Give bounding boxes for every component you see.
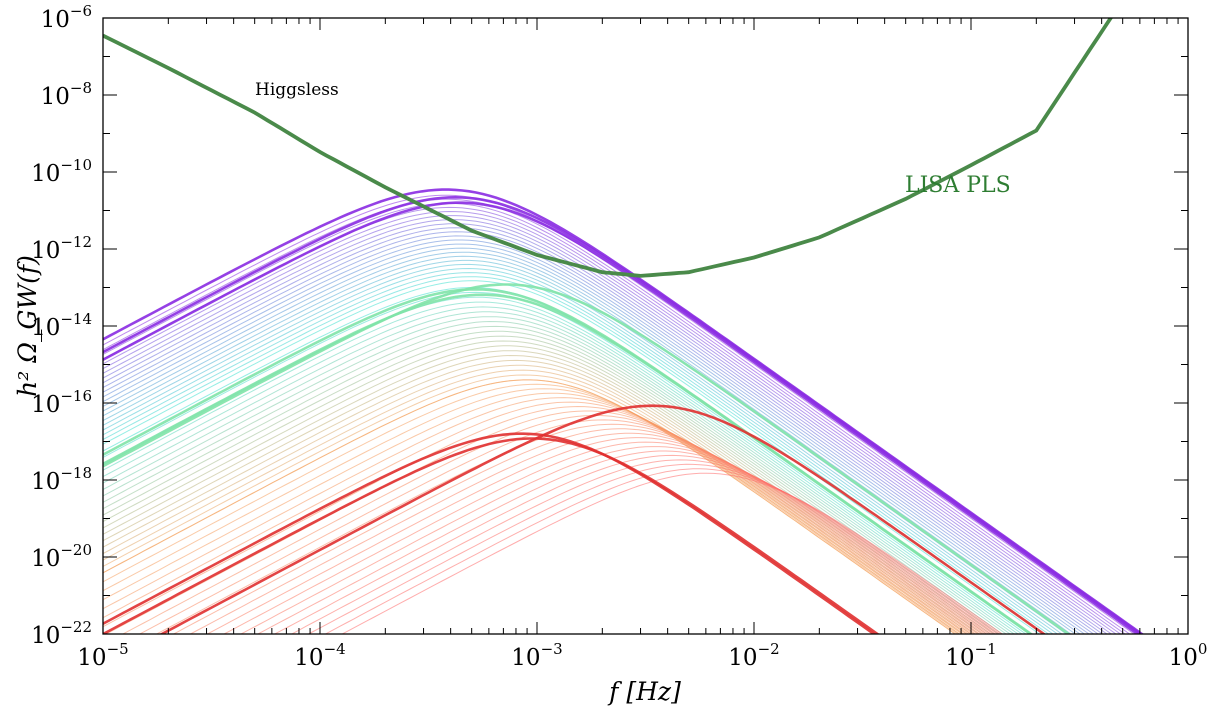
gw-curve-thin-2-21 [341, 472, 1003, 634]
y-tick-label: 10−20 [31, 541, 92, 572]
x-tick-label: 100 [1169, 640, 1208, 671]
gw-curve-thin-2-15 [239, 446, 990, 634]
gw-curve-bold-3 [103, 287, 1034, 634]
gw-curve-thin-1-10 [103, 335, 992, 634]
gw-curve-thin-1-9 [103, 330, 996, 634]
gw-curve-bold-2 [103, 201, 1140, 634]
x-tick-label: 10−1 [945, 640, 996, 671]
gw-curve-thin-2-16 [256, 450, 992, 634]
gw-curve-thin-0-6 [103, 219, 1108, 634]
lisa-pls-curve [103, 18, 1113, 278]
y-tick-label: 10−14 [31, 310, 92, 341]
gw-curve-bold-8 [103, 437, 880, 634]
gw-curve-thin-0-16 [103, 259, 1063, 634]
annotation-lisa-pls: LISA PLS [905, 173, 1011, 198]
ticks-layer [102, 17, 1189, 635]
gw-curve-thin-2-17 [273, 454, 995, 634]
y-tick-label: 10−8 [41, 79, 92, 110]
gw-curve-thin-1-11 [103, 340, 988, 634]
gw-curve-thin-1-6 [103, 316, 1008, 634]
gw-curve-thin-0-9 [103, 231, 1095, 634]
gw-curve-thin-2-5 [103, 401, 968, 634]
gw-curve-bold-4 [103, 283, 1071, 634]
gw-curve-thin-2-9 [138, 419, 977, 634]
gw-curve-thin-0-21 [103, 280, 1041, 634]
gw-curve-thin-2-10 [155, 423, 979, 634]
x-tick-label: 10−4 [294, 640, 345, 671]
gw-curve-thin-2-11 [172, 428, 981, 634]
gw-curve-thin-2-6 [103, 405, 970, 634]
gw-curve-thin-1-7 [103, 320, 1004, 634]
gw-curve-thin-0-0 [103, 194, 1135, 634]
gw-curve-thin-2-13 [206, 437, 986, 634]
gw-curve-thin-0-5 [103, 215, 1113, 634]
y-tick-label: 10−16 [31, 387, 92, 418]
gw-curve-thin-2-20 [324, 468, 1001, 634]
lisa-layer [103, 18, 1113, 278]
gw-curve-thin-1-17 [103, 369, 964, 634]
gw-curve-thin-1-15 [103, 359, 972, 634]
gw-curve-bold-5 [103, 293, 1033, 634]
gw-curve-thin-2-19 [307, 463, 999, 634]
gw-curve-thin-1-13 [103, 350, 980, 634]
plot-frame [102, 17, 1189, 635]
y-tick-label: 10−22 [31, 618, 92, 649]
x-axis-label: f [Hz] [607, 677, 681, 706]
gw-curve-thin-1-3 [103, 301, 1019, 634]
y-tick-label: 10−6 [41, 2, 92, 33]
x-tick-label: 10−2 [728, 640, 779, 671]
gw-curve-bold-6 [159, 404, 1047, 634]
y-tick-label: 10−10 [31, 156, 92, 187]
gw-curve-thin-0-11 [103, 239, 1086, 634]
gw-curve-thin-0-19 [103, 272, 1050, 634]
y-tick-label: 10−18 [31, 464, 92, 495]
gw-curve-thin-0-12 [103, 243, 1081, 634]
gw-curve-thin-0-8 [103, 227, 1099, 634]
gw-curve-thin-2-18 [290, 459, 997, 634]
x-tick-label: 10−5 [77, 640, 128, 671]
annotation-higgsless: Higgsless [255, 80, 339, 100]
gw-curve-thin-2-1 [103, 383, 959, 634]
gw-curve-thin-2-14 [223, 441, 988, 634]
gw-curve-bold-1 [103, 195, 1143, 634]
gw-curve-thin-2-12 [189, 432, 983, 634]
gw-curve-thin-1-4 [103, 306, 1015, 634]
gw-curve-thin-0-13 [103, 247, 1077, 634]
gw-curve-thin-0-1 [103, 198, 1131, 634]
gw-curve-thin-0-14 [103, 251, 1072, 634]
y-axis-label: h² Ω_GW(f) [13, 255, 42, 397]
gw-curve-thin-0-18 [103, 267, 1054, 634]
tick-labels-layer: 10−5 10−4 10−3 10−2 10−1 100 10−22 10−20 10−18 10… [31, 2, 1207, 671]
gw-curve-thin-0-10 [103, 235, 1090, 634]
gw-curve-thin-1-1 [103, 291, 1027, 634]
gw-curve-thin-1-16 [103, 364, 968, 634]
y-tick-label: 10−12 [31, 233, 92, 264]
gw-curve-thin-2-8 [121, 414, 974, 634]
gw-curve-thin-1-12 [103, 345, 984, 634]
curves-layer [103, 188, 1145, 634]
x-tick-label: 10−3 [511, 640, 562, 671]
gw-curve-thin-0-2 [103, 202, 1126, 634]
gw-curve-thin-0-7 [103, 223, 1104, 634]
gw-curve-thin-0-17 [103, 263, 1059, 634]
gw-curve-thin-1-5 [103, 311, 1012, 634]
gw-curve-thin-0-4 [103, 210, 1117, 634]
gw-curve-thin-1-8 [103, 325, 1000, 634]
gw-curve-thin-1-18 [103, 374, 960, 634]
